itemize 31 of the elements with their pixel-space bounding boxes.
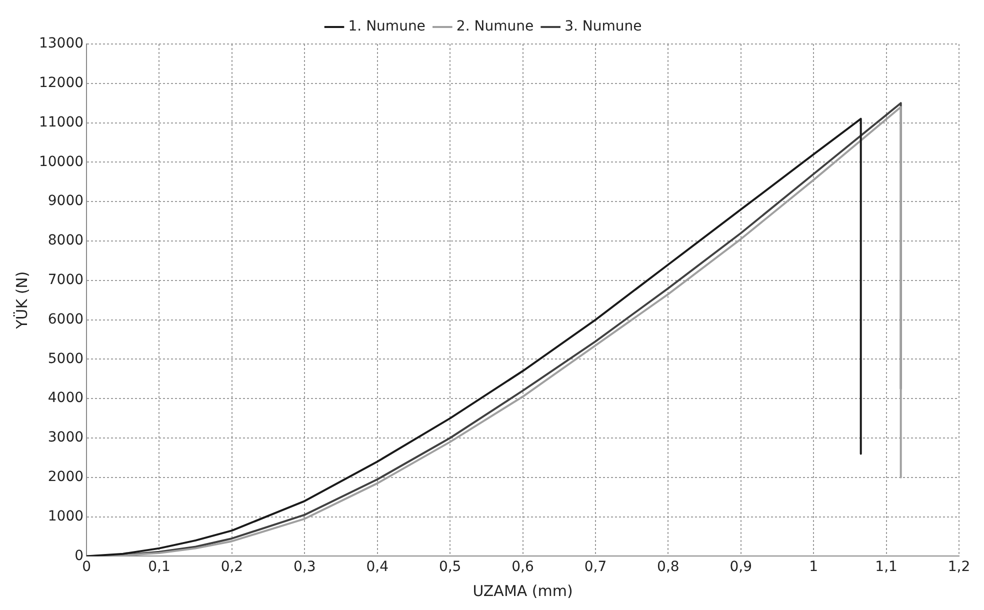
x-tick-label: 0,2 (220, 559, 244, 576)
y-tick-label: 13000 (38, 36, 84, 52)
x-tick-label: 0,8 (657, 559, 680, 576)
x-tick-label: 0,5 (438, 559, 462, 576)
y-tick-label: 6000 (48, 311, 84, 328)
x-tick-label: 0,4 (366, 559, 389, 576)
y-tick-label: 2000 (48, 469, 84, 486)
legend-label: 3. Numune (564, 18, 642, 35)
x-tick-label: 1 (809, 559, 818, 576)
x-tick-label: 0,7 (584, 559, 607, 576)
x-tick-label: 0,9 (730, 559, 752, 576)
y-tick-label: 10000 (38, 154, 84, 170)
x-tick-label: 0,3 (294, 559, 316, 576)
legend-label: 2. Numune (456, 18, 534, 35)
y-tick-label: 5000 (48, 350, 84, 367)
y-tick-label: 11000 (38, 114, 84, 130)
y-tick-label: 8000 (48, 232, 84, 249)
y-axis-title: YÜK (N) (12, 271, 31, 330)
y-tick-label: 12000 (38, 75, 84, 92)
x-tick-label: 0,6 (512, 559, 534, 576)
y-tick-label: 7000 (48, 272, 84, 288)
y-tick-label: 0 (74, 548, 84, 564)
y-tick-label: 1000 (48, 508, 84, 524)
legend-label: 1. Numune (348, 18, 426, 35)
x-tick-label: 1,1 (875, 559, 898, 576)
y-tick-label: 4000 (48, 390, 84, 406)
y-tick-label: 3000 (48, 430, 84, 446)
x-axis-title: UZAMA (mm) (472, 582, 573, 600)
x-tick-label: 1,2 (948, 559, 970, 576)
y-tick-label: 9000 (48, 193, 84, 210)
x-tick-label: 0,1 (148, 559, 170, 576)
